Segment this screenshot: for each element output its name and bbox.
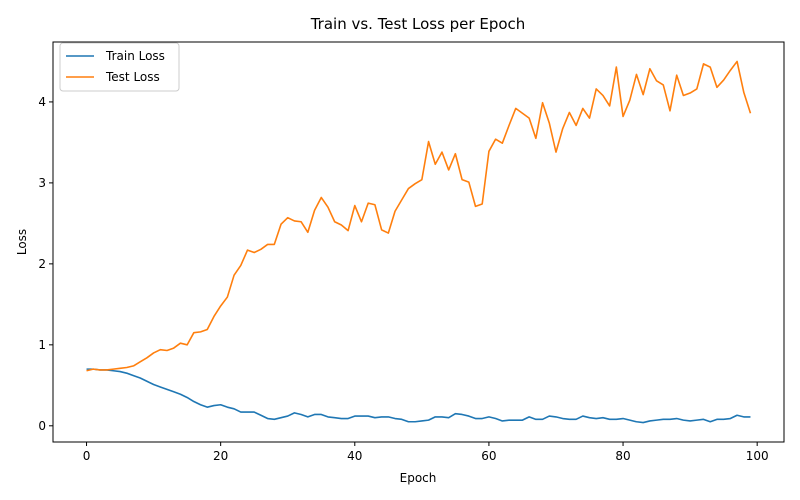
y-tick-label: 1 — [38, 338, 46, 352]
x-tick-label: 60 — [481, 449, 496, 463]
legend: Train Loss Test Loss — [59, 42, 180, 92]
y-axis-ticks: 0 1 2 3 4 — [38, 95, 53, 433]
y-tick-label: 3 — [38, 176, 46, 190]
y-tick-label: 4 — [38, 95, 46, 109]
plot-frame — [52, 41, 785, 443]
x-tick-label: 20 — [213, 449, 228, 463]
x-tick-label: 40 — [347, 449, 362, 463]
series-layer — [86, 60, 752, 424]
y-tick-label: 0 — [38, 419, 46, 433]
x-tick-label: 80 — [615, 449, 630, 463]
x-axis-label: Epoch — [400, 471, 437, 485]
x-tick-label: 0 — [83, 449, 91, 463]
legend-label-test-loss: Test Loss — [105, 70, 160, 84]
plot-area — [53, 42, 784, 442]
series-line-test-loss — [86, 60, 752, 372]
legend-box — [59, 42, 180, 92]
series-line-train-loss — [86, 368, 751, 424]
y-axis-label: Loss — [15, 229, 29, 255]
y-tick-label: 2 — [38, 257, 46, 271]
x-tick-label: 100 — [746, 449, 769, 463]
x-axis-ticks: 0 20 40 60 80 100 — [83, 442, 769, 463]
chart-title: Train vs. Test Loss per Epoch — [310, 15, 526, 33]
legend-label-train-loss: Train Loss — [105, 49, 165, 63]
